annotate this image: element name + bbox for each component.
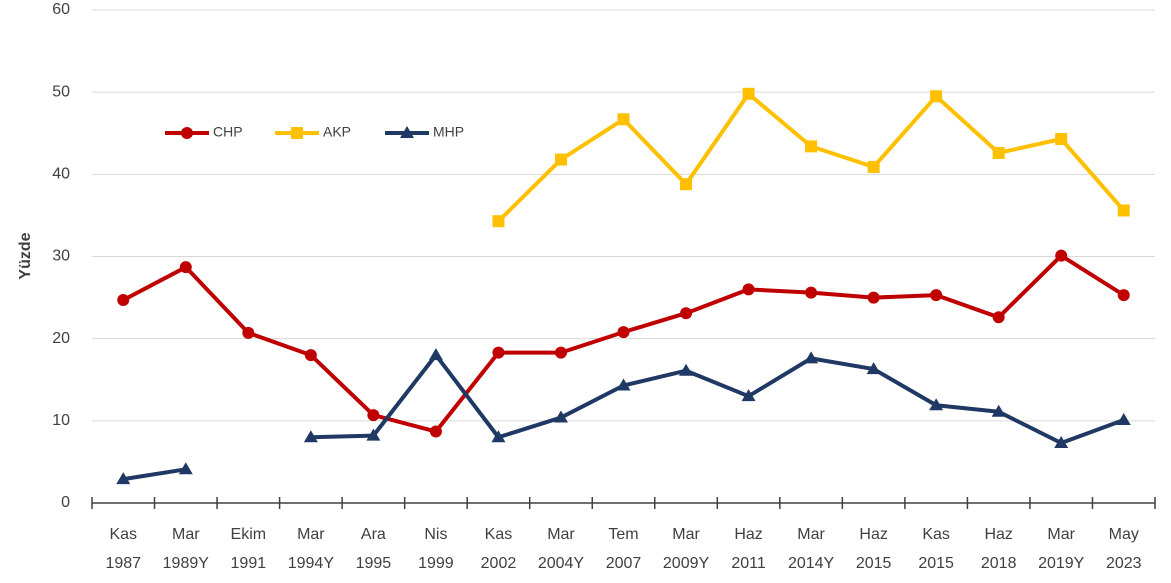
marker (179, 261, 192, 274)
y-tick-label: 50 (52, 83, 70, 100)
marker (1054, 436, 1069, 449)
marker (400, 126, 414, 138)
y-axis-label: Yüzde (17, 232, 34, 279)
x-tick-label: Haz 2018 (981, 526, 1017, 572)
x-tick-label: Haz 2011 (731, 526, 766, 572)
marker (805, 286, 818, 299)
series-line (122, 353, 1125, 482)
marker (492, 346, 505, 359)
marker (367, 409, 380, 422)
x-tick-label: Kas 1987 (105, 526, 141, 572)
marker (1117, 289, 1130, 302)
marker (680, 307, 693, 320)
marker (428, 348, 443, 361)
marker (617, 113, 630, 126)
y-tick-label: 20 (52, 330, 70, 347)
y-tick-label: 0 (61, 494, 70, 511)
y-tick-label: 40 (52, 166, 70, 183)
marker (178, 462, 193, 475)
y-tick-label: 30 (52, 248, 70, 265)
y-tick-label: 60 (52, 1, 70, 18)
y-tick-label: 10 (52, 412, 70, 429)
marker (930, 289, 943, 302)
marker (867, 291, 880, 304)
marker (181, 127, 193, 139)
legend-label: MHP (433, 124, 464, 140)
x-tick-label: Haz 2015 (856, 526, 892, 572)
marker (929, 398, 944, 411)
x-tick-label: Nis 1999 (418, 526, 454, 572)
x-tick-label: Ekim 1991 (231, 526, 267, 572)
x-tick-label: Mar 2009Y (663, 526, 710, 572)
marker (804, 351, 819, 364)
marker (492, 215, 505, 228)
x-tick-label: Tem 2007 (606, 526, 642, 572)
x-tick-label: Mar 2019Y (1038, 526, 1085, 572)
marker (1055, 249, 1068, 262)
marker (1116, 413, 1131, 426)
marker (741, 389, 756, 402)
marker (242, 326, 255, 339)
x-tick-label: Mar 2014Y (788, 526, 835, 572)
series-line (122, 253, 1125, 434)
marker (117, 294, 130, 307)
marker (116, 472, 131, 485)
marker (617, 326, 630, 339)
marker (291, 127, 303, 139)
legend-label: CHP (213, 124, 243, 140)
x-tick-label: Mar 1994Y (288, 526, 335, 572)
x-tick-label: Mar 1989Y (163, 526, 210, 572)
marker (991, 404, 1006, 417)
marker (429, 425, 442, 438)
marker (553, 410, 568, 423)
marker (554, 346, 567, 359)
legend-label: AKP (323, 124, 351, 140)
marker (554, 153, 567, 166)
marker (304, 349, 317, 362)
marker (680, 178, 693, 191)
marker (1055, 133, 1068, 146)
marker (679, 363, 694, 376)
x-tick-label: Mar 2004Y (538, 526, 585, 572)
x-tick-label: Kas 2015 (918, 526, 954, 572)
x-tick-label: May 2023 (1106, 526, 1142, 572)
marker (867, 160, 880, 173)
x-tick-label: Kas 2002 (481, 526, 517, 572)
marker (930, 90, 943, 103)
series-line (497, 91, 1126, 223)
x-tick-label: Ara 1995 (356, 526, 392, 572)
marker (303, 430, 318, 443)
marker (616, 378, 631, 391)
marker (866, 362, 881, 375)
marker (992, 311, 1005, 324)
marker (742, 87, 755, 100)
marker (742, 283, 755, 296)
marker (1117, 204, 1130, 217)
marker (992, 146, 1005, 159)
marker (366, 428, 381, 441)
marker (491, 430, 506, 443)
marker (805, 140, 818, 153)
